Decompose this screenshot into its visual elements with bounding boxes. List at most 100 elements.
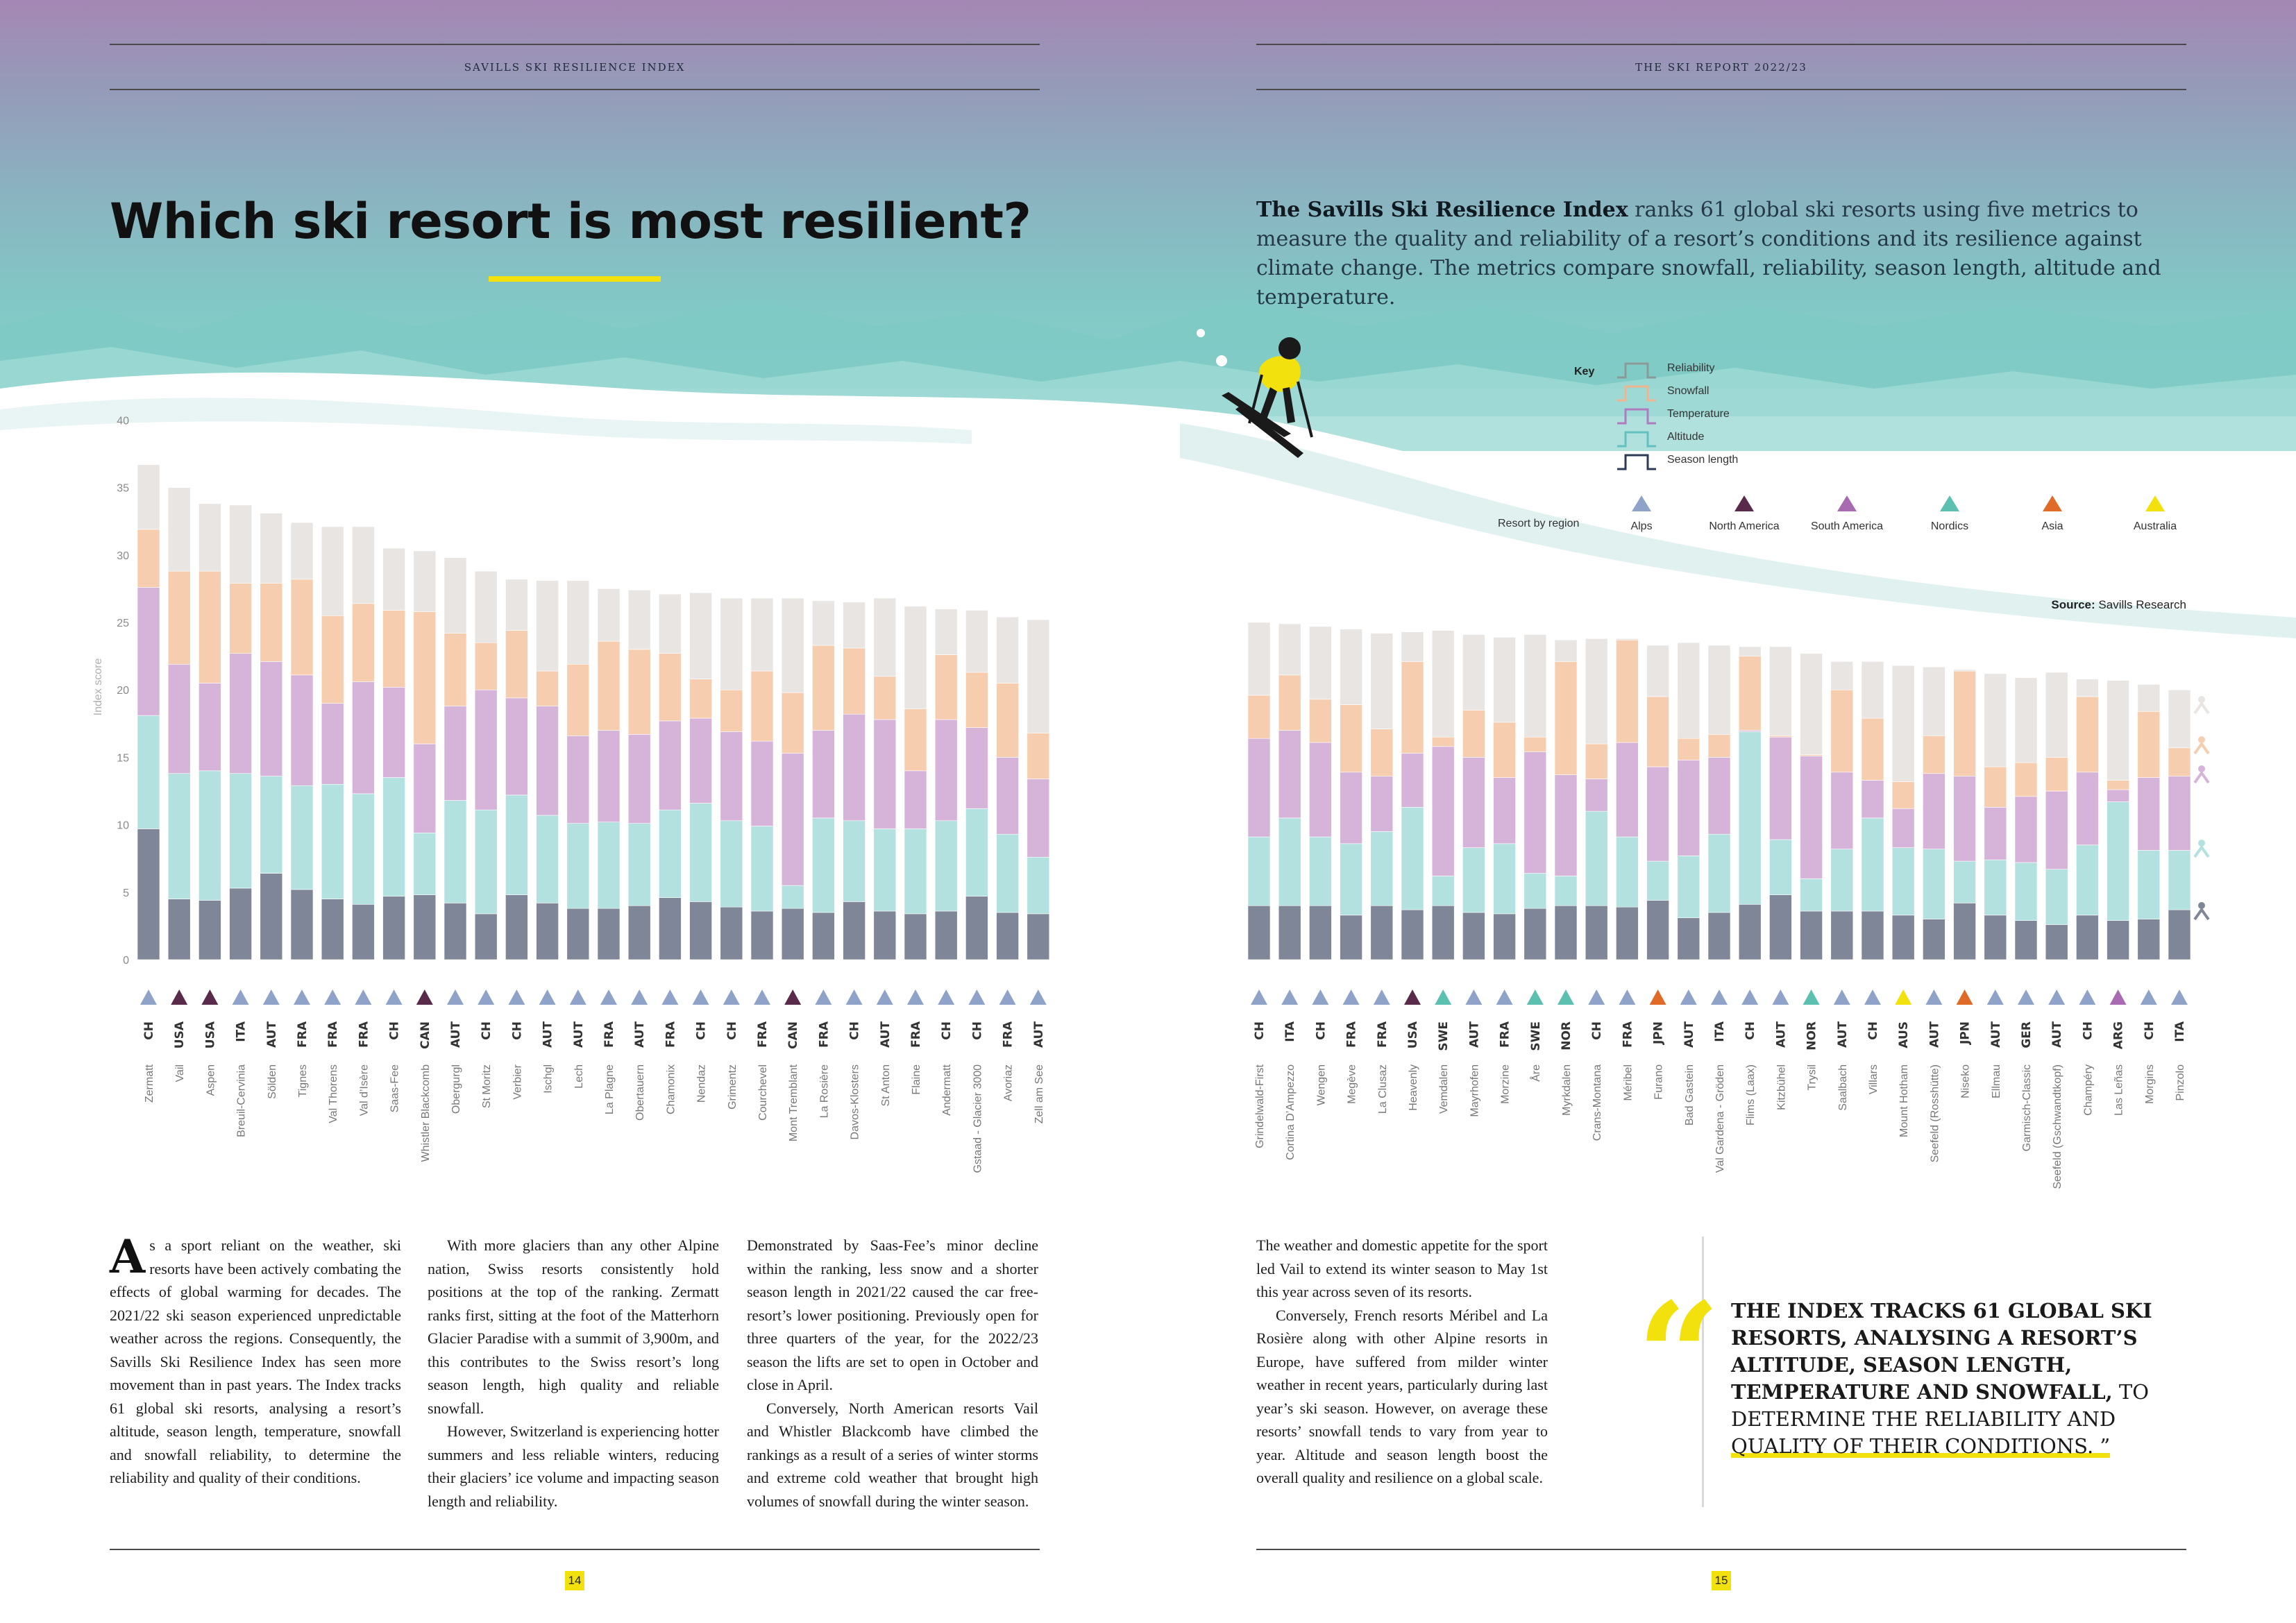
bar-segment-reliability xyxy=(2076,679,2099,697)
bar-segment-reliability xyxy=(689,592,712,679)
bar-segment-season-length xyxy=(199,900,221,960)
key-item-label: Season length xyxy=(1667,454,1739,466)
title-underline xyxy=(489,276,661,282)
country-code-label: NOR xyxy=(1560,1021,1573,1051)
country-code-label: FRA xyxy=(326,1021,340,1048)
bar-segment-altitude xyxy=(352,793,375,905)
bar-segment-snowfall xyxy=(1370,729,1394,776)
region-legend-item: Australia xyxy=(2113,494,2197,534)
bar-segment-altitude xyxy=(627,823,651,906)
bar-segment-reliability xyxy=(1861,661,1884,719)
resort-name-label: Niseko xyxy=(1960,1064,1972,1098)
triangle-icon xyxy=(1734,495,1754,511)
bar-segment-temperature xyxy=(1616,742,1639,838)
bar-segment-altitude xyxy=(1523,873,1547,909)
bar-segment-reliability xyxy=(1523,634,1547,738)
y-tick-label: 15 xyxy=(117,752,129,764)
country-code-label: ITA xyxy=(235,1021,248,1042)
region-triangle-icon xyxy=(968,989,986,1005)
resort-name-label: Ischgl xyxy=(543,1064,555,1094)
top-rule-right xyxy=(1256,44,2186,45)
bar-segment-reliability xyxy=(1554,639,1578,662)
bar-segment-snowfall xyxy=(1707,734,1731,758)
resort-name-label: Furano xyxy=(1653,1064,1665,1100)
bar-segment-snowfall xyxy=(1523,736,1547,752)
bar-segment-snowfall xyxy=(1309,699,1332,743)
bar-segment-reliability xyxy=(1923,666,1945,736)
bar-segment-altitude xyxy=(1646,860,1669,901)
top-rule-left-lower xyxy=(110,89,1040,90)
region-legend-label: Resort by region xyxy=(1498,518,1580,529)
body-column-4: The weather and domestic appetite for th… xyxy=(1256,1234,1548,1490)
country-code-label: FRA xyxy=(1002,1021,1015,1048)
bar-segment-altitude xyxy=(321,783,344,899)
bar-segment-season-length xyxy=(1707,912,1731,960)
bar-segment-season-length xyxy=(843,901,866,960)
bar-segment-temperature xyxy=(965,727,988,809)
region-triangle-icon xyxy=(1711,989,1728,1005)
quote-divider xyxy=(1702,1237,1704,1507)
bar-segment-temperature xyxy=(843,713,866,822)
region-legend-label: Nordics xyxy=(1930,520,1969,532)
bar-segment-temperature xyxy=(321,703,344,785)
running-head-left: SAVILLS SKI RESILIENCE INDEX xyxy=(464,61,686,74)
bar-segment-reliability xyxy=(167,487,191,572)
bar-segment-season-length xyxy=(1646,900,1669,960)
region-triangle-icon xyxy=(1496,989,1513,1005)
bar-segment-reliability xyxy=(597,588,621,642)
bar-segment-temperature xyxy=(1891,808,1915,848)
bar-segment-season-length xyxy=(2014,920,2038,960)
country-code-label: CH xyxy=(848,1021,862,1040)
resort-name-label: Davos-Klosters xyxy=(850,1064,861,1139)
resort-name-label: Avoriaz xyxy=(1003,1064,1015,1101)
region-triangle-icon xyxy=(1803,989,1820,1005)
country-code-label: CH xyxy=(480,1021,493,1040)
region-triangle-icon xyxy=(2140,989,2157,1005)
resort-name-label: Flaine xyxy=(911,1064,922,1095)
bar-segment-temperature xyxy=(1247,738,1271,838)
bottom-rule-left xyxy=(110,1549,1040,1550)
bar-segment-reliability xyxy=(1309,626,1332,700)
bar-segment-snowfall xyxy=(1861,717,1884,781)
bar-segment-reliability xyxy=(843,602,866,649)
bottom-rule-right xyxy=(1256,1549,2186,1550)
region-legend-label: North America xyxy=(1709,520,1780,532)
bar-segment-season-length xyxy=(2168,909,2191,960)
resort-name-label: Villars xyxy=(1868,1064,1880,1094)
bar-segment-reliability xyxy=(505,579,528,631)
region-triangle-icon xyxy=(262,989,280,1005)
bar-segment-season-length xyxy=(1861,910,1884,960)
bar-segment-altitude xyxy=(934,820,958,912)
resort-name-label: Wengen xyxy=(1315,1064,1327,1105)
region-legend-item: North America xyxy=(1703,494,1786,534)
bar-segment-reliability xyxy=(904,606,927,709)
region-triangle-icon xyxy=(1465,989,1483,1005)
quote-mid: TO DETERMINE THE RELIABILITY AND xyxy=(1731,1380,2150,1431)
bar-segment-altitude xyxy=(444,800,467,903)
bar-segment-season-length xyxy=(1370,905,1394,960)
region-triangle-icon xyxy=(1588,989,1605,1005)
triangle-icon xyxy=(2043,495,2062,511)
bar-segment-temperature xyxy=(1707,757,1731,835)
key-item-label: Temperature xyxy=(1667,408,1730,420)
bar-segment-temperature xyxy=(1370,776,1394,832)
resort-name-label: Seefeld (Rosshütte) xyxy=(1929,1064,1941,1162)
region-triangle-icon xyxy=(1342,989,1360,1005)
country-code-label: AUT xyxy=(1836,1021,1850,1048)
bar-segment-altitude xyxy=(873,829,897,912)
bar-segment-season-length xyxy=(781,908,804,960)
bar-segment-altitude xyxy=(1340,843,1362,916)
region-triangle-icon xyxy=(876,989,893,1005)
bar-segment-season-length xyxy=(904,913,927,960)
key-swatch-icon xyxy=(1617,362,1656,379)
bar-segment-snowfall xyxy=(137,529,160,588)
country-code-label: FRA xyxy=(1621,1021,1635,1048)
resort-name-label: Grimentz xyxy=(727,1064,738,1110)
region-triangle-icon xyxy=(1956,989,1973,1005)
bar-segment-temperature xyxy=(659,720,682,810)
key-item-label: Reliability xyxy=(1667,362,1715,374)
region-triangle-icon xyxy=(355,989,372,1005)
region-triangle-icon xyxy=(1373,989,1390,1005)
bar-segment-season-length xyxy=(1738,903,1762,960)
bar-segment-snowfall xyxy=(843,647,866,715)
